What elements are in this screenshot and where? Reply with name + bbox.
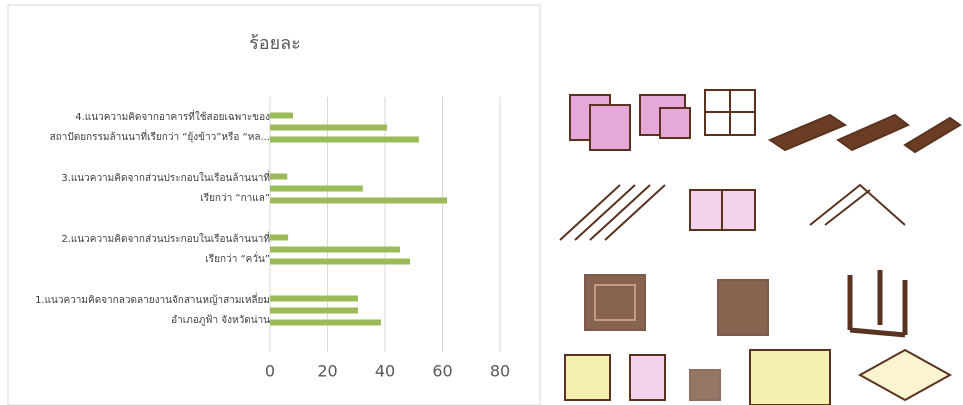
y-tick-label: 4.แนวความคิดจากอาคารที่ใช้สอยเฉพาะของ สถ…	[49, 111, 270, 143]
x-tick-label: 60	[432, 362, 452, 381]
y-tick-label: 3.แนวความคิดจากส่วนประกอบในเรือนล้านนาที…	[61, 172, 270, 204]
bar	[270, 173, 288, 180]
bar	[270, 197, 448, 204]
bar	[270, 136, 419, 143]
chart-title: ร้อยละ	[249, 33, 301, 54]
bar	[270, 185, 363, 192]
bar	[270, 307, 358, 314]
x-tick-label: 0	[265, 362, 275, 381]
x-tick-label: 20	[317, 362, 337, 381]
bar	[270, 246, 400, 253]
bar	[270, 319, 381, 326]
bar	[270, 112, 293, 119]
y-tick-label: 1.แนวความคิดจากลวดลายงานจักสานหญ้าสามเหล…	[35, 294, 270, 326]
bar	[270, 295, 358, 302]
y-tick-label: 2.แนวความคิดจากส่วนประกอบในเรือนล้านนาที…	[61, 233, 270, 265]
chart-frame	[7, 4, 541, 405]
x-tick-label: 80	[490, 362, 510, 381]
isometric-drawings	[545, 70, 963, 405]
bar	[270, 258, 411, 265]
bar	[270, 234, 289, 241]
bar	[270, 124, 388, 131]
x-tick-label: 40	[375, 362, 395, 381]
